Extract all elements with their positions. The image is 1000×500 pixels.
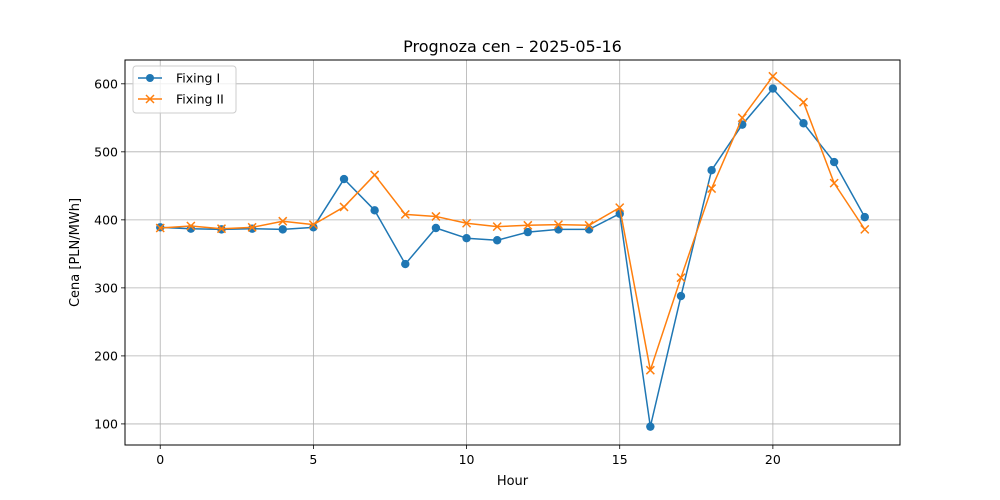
series-layer [155,71,870,431]
data-point [278,216,288,226]
data-point [553,220,563,230]
x-tick-label: 15 [612,452,628,467]
data-point [155,223,165,233]
data-point [401,259,410,269]
data-point [216,224,227,234]
x-axis-label: Hour [497,474,529,489]
data-point [584,225,594,234]
y-axis-label: Cena [PLN/MWh] [68,198,83,307]
series-2 [155,71,870,375]
y-tick-label: 400 [94,212,118,227]
y-tick-label: 500 [94,144,118,159]
data-point [431,211,441,221]
legend-label-fixing-1: Fixing I [176,71,220,86]
data-point [707,184,717,194]
data-point [339,202,349,212]
x-tick-label: 0 [156,452,164,467]
data-point [186,221,196,231]
y-tick-label: 200 [94,348,118,363]
data-point [584,220,594,230]
data-point [370,170,380,180]
y-tick-label: 600 [94,76,118,91]
legend-marker-fixing-1 [146,74,154,82]
data-point [247,224,257,233]
data-point [523,227,533,237]
data-point [492,236,502,245]
data-point [737,113,747,123]
x-tick-label: 10 [459,452,475,467]
legend-marker-fixing-2 [145,94,155,104]
data-point [768,84,778,93]
data-point [676,291,686,301]
data-point [554,225,563,234]
data-point [462,234,471,243]
series-line [160,87,866,428]
data-point [309,223,318,232]
data-point [860,224,870,234]
data-point [860,212,869,222]
data-point [462,218,472,228]
data-point [829,178,839,188]
data-point [370,206,379,215]
chart-title: Prognoza cen – 2025-05-16 [403,37,622,56]
series-line [160,75,866,371]
data-point [646,422,655,431]
data-point [707,165,716,175]
data-point [615,203,625,213]
legend-label-fixing-2: Fixing II [176,92,224,107]
data-point [492,222,502,232]
data-point [523,220,533,230]
data-point [676,273,686,283]
data-point [645,365,655,375]
data-point [798,97,809,107]
y-tick-label: 300 [94,280,118,295]
ticks: 0 5 10 15 20 100 200 300 400 500 600 [94,76,781,467]
plot-frame [124,59,901,446]
data-point [799,119,808,128]
data-point [308,220,318,230]
x-tick-label: 20 [765,452,781,467]
data-point [400,209,410,219]
legend: Fixing I Fixing II [132,65,237,114]
data-point [431,223,441,233]
x-tick-label: 5 [309,452,317,467]
data-point [339,174,349,184]
grid [125,60,900,445]
data-point [278,225,287,234]
y-tick-label: 100 [94,416,118,431]
data-point [829,157,839,167]
data-point [768,71,778,81]
data-point [247,222,257,232]
